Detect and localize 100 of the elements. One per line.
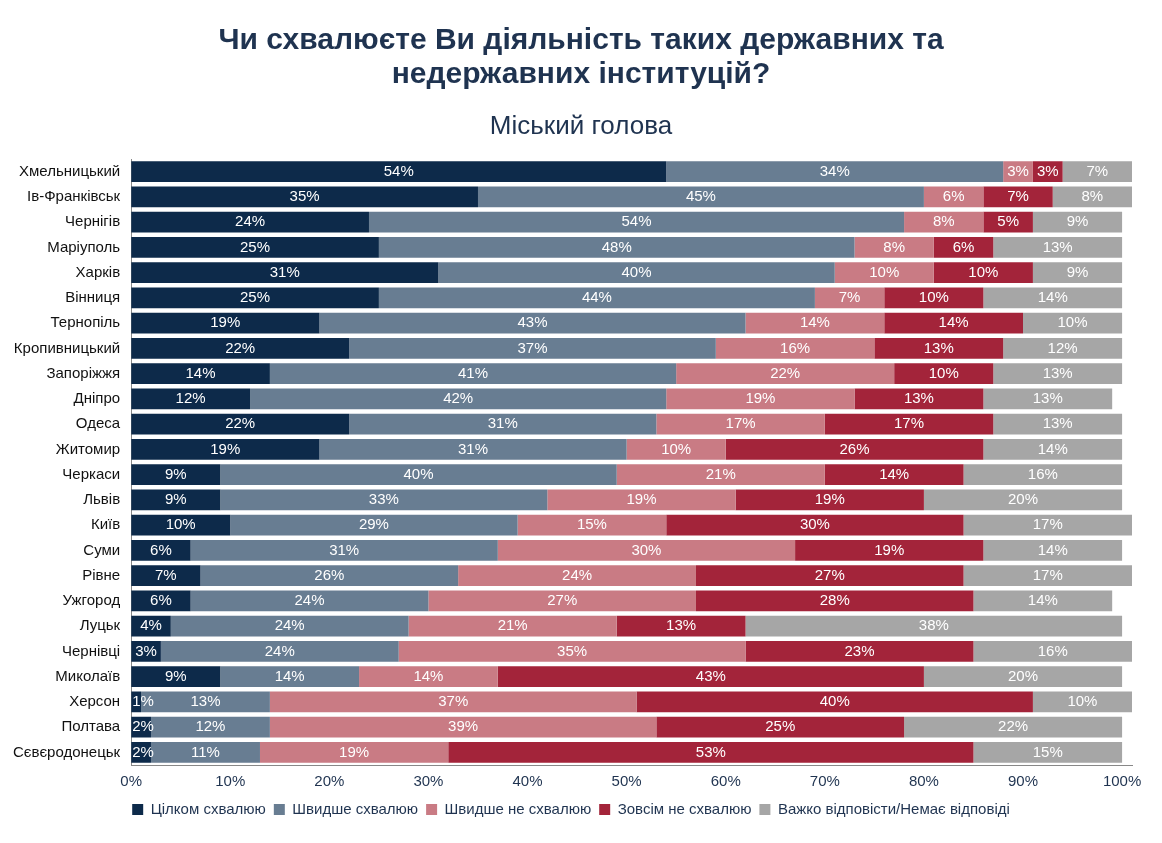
bar — [131, 237, 379, 258]
data-label: 33% — [368, 490, 399, 508]
data-label: 13% — [666, 616, 697, 634]
x-tick-label: 50% — [611, 772, 642, 790]
bar — [834, 262, 934, 283]
legend-label: Зовсім не схвалюю — [617, 799, 752, 817]
bar — [349, 413, 657, 435]
bar — [477, 186, 924, 208]
bar — [666, 161, 1004, 182]
data-label: 3% — [1007, 161, 1029, 179]
y-tick-label: Львів — [83, 490, 121, 508]
data-label: 43% — [517, 313, 548, 331]
bar — [695, 565, 964, 586]
data-label: 10% — [968, 262, 999, 280]
bar — [131, 211, 369, 233]
bar — [874, 338, 1004, 359]
data-label: 39% — [448, 717, 479, 735]
bar — [190, 590, 429, 612]
data-label: 3% — [1036, 161, 1059, 179]
data-label: 6% — [942, 187, 965, 205]
bar — [636, 691, 1033, 713]
bar — [220, 489, 548, 511]
data-label: 19% — [814, 490, 845, 508]
data-label: 12% — [175, 389, 206, 407]
data-label: 4% — [140, 616, 162, 634]
bar — [131, 312, 320, 334]
data-label: 13% — [1042, 414, 1073, 432]
data-label: 16% — [780, 338, 811, 356]
data-label: 22% — [225, 414, 256, 432]
data-label: 16% — [1027, 464, 1058, 482]
y-tick-label: Полтава — [61, 717, 121, 735]
y-tick-label: Одеса — [75, 414, 121, 432]
bar — [319, 312, 746, 334]
data-label: 10% — [1057, 313, 1088, 331]
data-label: 10% — [918, 288, 949, 306]
y-tick-label: Чернігів — [65, 212, 121, 230]
data-label: 7% — [1007, 187, 1029, 205]
data-label: 13% — [1042, 237, 1073, 255]
bar — [933, 262, 1033, 283]
y-tick-label: Черкаси — [62, 464, 121, 482]
bar — [131, 439, 320, 460]
data-label: 37% — [517, 338, 548, 356]
data-label: 13% — [190, 692, 221, 710]
data-label: 6% — [952, 237, 975, 255]
y-tick-label: Житомир — [55, 439, 121, 457]
data-label: 10% — [165, 515, 196, 533]
data-label: 27% — [547, 591, 578, 609]
data-label: 9% — [164, 666, 187, 684]
data-label: 37% — [438, 692, 469, 710]
data-label: 31% — [269, 262, 300, 280]
bar — [993, 237, 1123, 258]
bar — [428, 590, 696, 612]
bar — [695, 590, 974, 612]
bar — [250, 388, 667, 410]
bar — [230, 514, 518, 536]
bar — [448, 742, 974, 763]
data-label: 53% — [695, 742, 726, 760]
x-tick-label: 40% — [512, 772, 543, 790]
y-tick-label: Луцьк — [79, 616, 121, 634]
bar — [745, 641, 974, 662]
bar — [983, 287, 1123, 309]
data-label: 3% — [135, 641, 157, 659]
chart-title: Чи схвалюєте Ви діяльність таких державних та недержавних інституцій? — [217, 22, 945, 90]
data-label: 14% — [185, 363, 216, 381]
y-tick-label: Харків — [75, 262, 121, 280]
data-label: 16% — [1037, 641, 1068, 659]
bar — [131, 464, 221, 485]
data-label: 43% — [695, 666, 726, 684]
data-label: 40% — [403, 464, 434, 482]
data-label: 54% — [621, 212, 652, 230]
legend-label: Швидше не схвалюю — [444, 799, 592, 817]
bar — [616, 464, 825, 485]
data-label: 17% — [725, 414, 756, 432]
data-label: 8% — [1081, 187, 1104, 205]
data-label: 5% — [997, 212, 1019, 230]
data-label: 14% — [1027, 591, 1058, 609]
data-label: 14% — [413, 666, 444, 684]
bar — [993, 363, 1123, 384]
data-label: 14% — [879, 464, 910, 482]
data-label: 19% — [210, 313, 241, 331]
data-label: 21% — [497, 616, 528, 634]
bar — [131, 338, 350, 359]
legend-label: Цілком схвалюю — [150, 799, 266, 817]
data-label: 24% — [235, 212, 266, 230]
data-label: 34% — [819, 161, 850, 179]
bar — [993, 413, 1123, 435]
bar — [160, 641, 399, 662]
data-label: 17% — [1032, 565, 1063, 583]
data-label: 14% — [938, 313, 969, 331]
data-label: 19% — [874, 540, 905, 558]
bar — [131, 287, 379, 309]
bar — [359, 666, 498, 687]
bar — [745, 312, 885, 334]
data-label: 12% — [195, 717, 226, 735]
chart-subtitle: Міський голова — [488, 110, 674, 141]
bar — [368, 211, 905, 233]
data-label: 13% — [903, 389, 934, 407]
data-label: 14% — [1037, 288, 1068, 306]
y-tick-label: Чернівці — [61, 641, 121, 659]
bar — [824, 464, 964, 485]
